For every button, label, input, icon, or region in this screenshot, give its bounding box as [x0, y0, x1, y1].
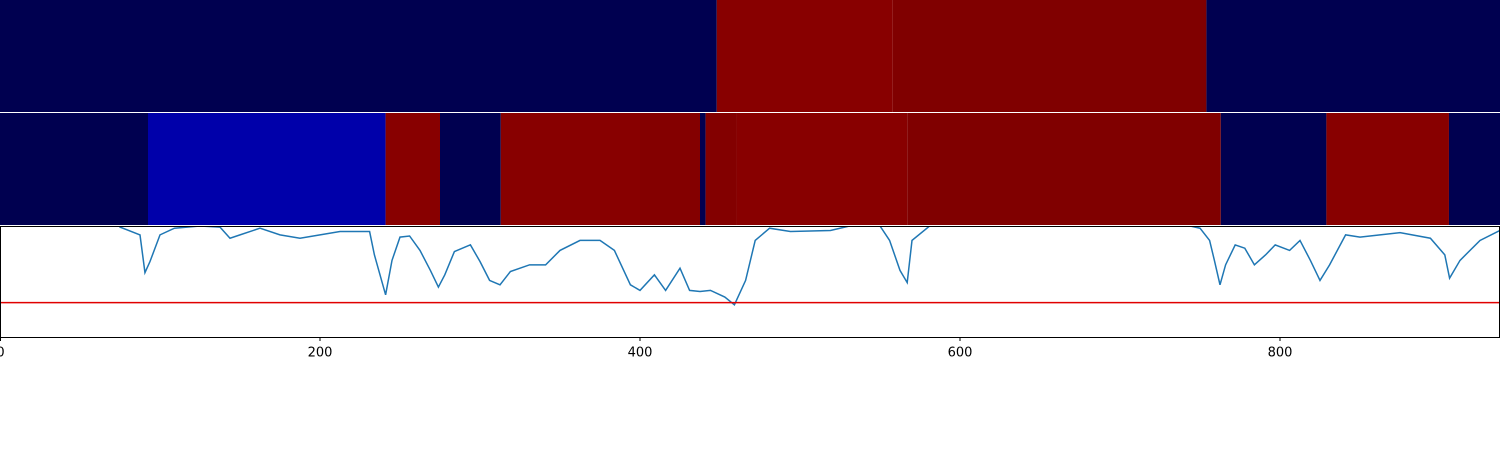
heat-cell [440, 113, 501, 225]
heat-cell [0, 113, 148, 225]
x-tick-label: 600 [948, 346, 973, 361]
heat-cell [385, 113, 440, 225]
data-line [118, 226, 1500, 307]
heat-cell [0, 0, 717, 112]
heat-cell [1448, 113, 1500, 225]
heat-cell [640, 113, 700, 225]
heat-cell [705, 113, 737, 225]
heat-cell [892, 0, 1207, 112]
plot-area [118, 226, 1500, 307]
heat-cell [736, 113, 908, 225]
x-tick-label: 800 [1268, 346, 1293, 361]
heat-cell [716, 0, 893, 112]
x-tick-label: 200 [308, 346, 333, 361]
heat-cell [1326, 113, 1449, 225]
heat-cell [500, 113, 640, 225]
axes-frame [0, 226, 1500, 338]
x-tick-label: 0 [0, 346, 5, 361]
heat-cell [700, 113, 706, 225]
heat-cell [148, 113, 386, 225]
heat-cell [907, 113, 1221, 225]
heat-cell [1206, 0, 1500, 112]
x-tick-label: 400 [628, 346, 653, 361]
heat-cell [1220, 113, 1327, 225]
